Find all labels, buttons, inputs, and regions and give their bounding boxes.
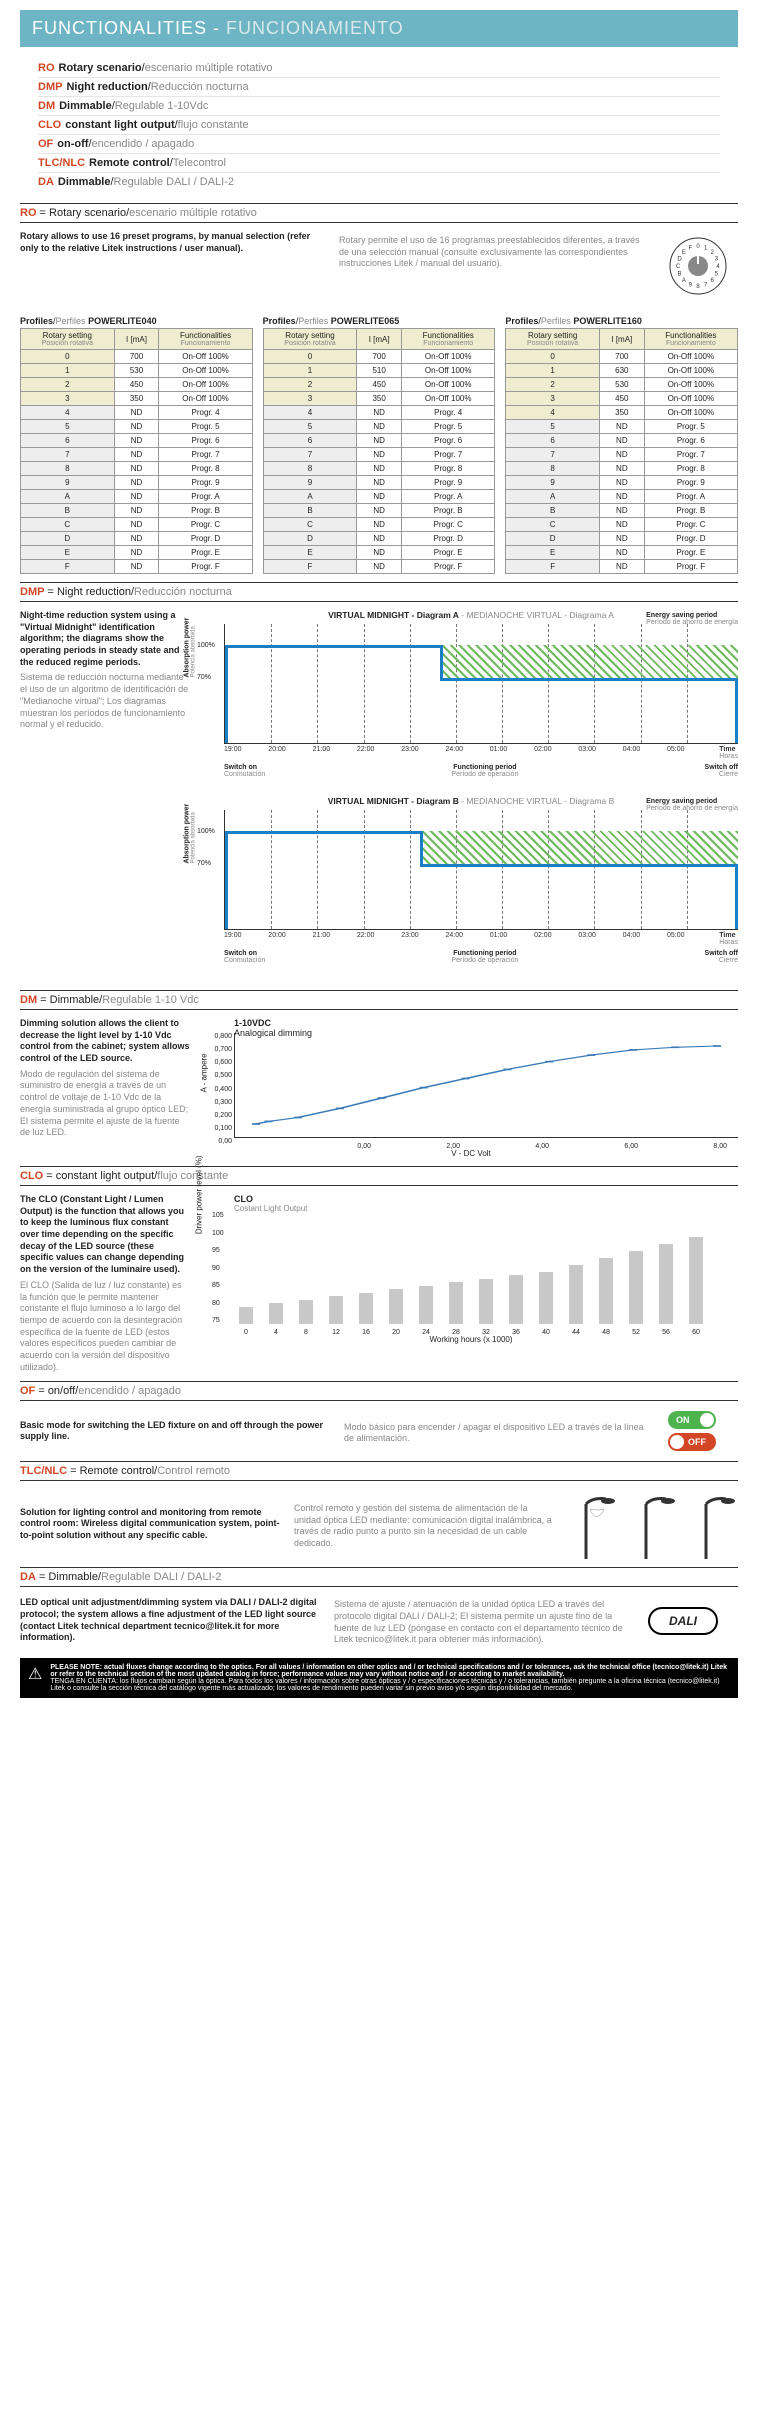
svg-text:F: F	[689, 246, 693, 252]
profile-table: Profiles/Perfiles POWERLITE040 Rotary se…	[20, 316, 253, 574]
tlc-text-es: Control remoto y gestión del sistema de …	[294, 1503, 554, 1550]
of-text-es: Modo básico para encender / apagar el di…	[344, 1422, 654, 1445]
vm-chart: Energy saving periodPeríodo de ahorro de…	[224, 810, 738, 930]
clo-chart: CLOCostant Light Output 1051009590858075…	[204, 1194, 738, 1344]
rotary-dial-icon: 0123 4 56789ABCDEF	[663, 231, 733, 301]
dmp-text-en: Night-time reduction system using a "Vir…	[20, 610, 190, 668]
svg-text:C: C	[676, 264, 681, 270]
section-head-dm: DM = Dimmable/Regulable 1-10 Vdc	[20, 990, 738, 1010]
functionality-row: CLOconstant light output/flujo constante	[38, 115, 720, 134]
svg-text:A: A	[682, 278, 686, 284]
page-title: FUNCTIONALITIES - FUNCIONAMIENTO	[20, 10, 738, 47]
functionality-row: TLC/NLCRemote control/Telecontrol	[38, 153, 720, 172]
svg-text:D: D	[677, 256, 682, 262]
section-head-dmp: DMP = Night reduction/Reducción nocturna	[20, 582, 738, 602]
warning-icon: ⚠	[28, 1664, 42, 1692]
functionality-row: OFon-off/encendido / apagado	[38, 134, 720, 153]
svg-text:6: 6	[710, 278, 714, 284]
functionality-row: RORotary scenario/escenario múltiple rot…	[38, 59, 720, 77]
functionality-row: DADimmable/Regulable DALI / DALI-2	[38, 172, 720, 191]
profile-tables: Profiles/Perfiles POWERLITE040 Rotary se…	[20, 316, 738, 574]
functionality-list: RORotary scenario/escenario múltiple rot…	[20, 47, 738, 195]
clo-text-es: El CLO (Salida de luz / luz constante) e…	[20, 1280, 190, 1374]
svg-text:1: 1	[704, 246, 708, 252]
section-head-of: OF = on/off/encendido / apagado	[20, 1381, 738, 1401]
profile-table: Profiles/Perfiles POWERLITE160 Rotary se…	[505, 316, 738, 574]
section-head-da: DA = Dimmable/Regulable DALI / DALI-2	[20, 1567, 738, 1587]
section-head-tlc: TLC/NLC = Remote control/Control remoto	[20, 1461, 738, 1481]
svg-text:E: E	[682, 250, 686, 256]
svg-text:5: 5	[715, 272, 719, 278]
da-text-es: Sistema de ajuste / atenuación de la uni…	[334, 1599, 634, 1646]
section-head-ro: RO = Rotary scenario/escenario múltiple …	[20, 203, 738, 223]
title-main: FUNCTIONALITIES	[32, 18, 207, 38]
of-text-en: Basic mode for switching the LED fixture…	[20, 1420, 330, 1443]
svg-text:2: 2	[710, 250, 714, 256]
svg-text:7: 7	[704, 282, 708, 288]
tlc-text-en: Solution for lighting control and monito…	[20, 1507, 280, 1542]
dmp-text-es: Sistema de reducción nocturna mediante e…	[20, 672, 190, 730]
ro-text-en: Rotary allows to use 16 preset programs,…	[20, 231, 327, 254]
svg-text:B: B	[678, 272, 682, 278]
svg-text:8: 8	[696, 284, 700, 290]
svg-text:9: 9	[689, 282, 693, 288]
svg-text:0: 0	[696, 244, 700, 250]
section-head-clo: CLO = constant light output/flujo consta…	[20, 1166, 738, 1186]
svg-text:4: 4	[716, 264, 720, 270]
toggle-off[interactable]: OFF	[668, 1433, 716, 1451]
vm-chart: Energy saving periodPeríodo de ahorro de…	[224, 624, 738, 744]
toggle-on[interactable]: ON	[668, 1411, 716, 1429]
dm-text-es: Modo de regulación del sistema de sumini…	[20, 1069, 190, 1139]
da-text-en: LED optical unit adjustment/dimming syst…	[20, 1597, 320, 1644]
functionality-row: DMDimmable/Regulable 1-10Vdc	[38, 96, 720, 115]
dm-text-en: Dimming solution allows the client to de…	[20, 1018, 190, 1065]
dimming-chart: 1-10VDCAnalogical dimming 0,8000,7000,60…	[204, 1018, 738, 1158]
ro-text-es: Rotary permite el uso de 16 programas pr…	[339, 235, 646, 270]
footer-note: ⚠ PLEASE NOTE: actual fluxes change acco…	[20, 1658, 738, 1698]
profile-table: Profiles/Perfiles POWERLITE065 Rotary se…	[263, 316, 496, 574]
dali-logo: DALI	[648, 1607, 718, 1635]
svg-text:3: 3	[715, 256, 719, 262]
clo-text-en: The CLO (Constant Light / Lumen Output) …	[20, 1194, 190, 1276]
streetlamp-icons	[568, 1489, 738, 1559]
functionality-row: DMPNight reduction/Reducción nocturna	[38, 77, 720, 96]
title-sub: FUNCIONAMIENTO	[226, 18, 404, 38]
